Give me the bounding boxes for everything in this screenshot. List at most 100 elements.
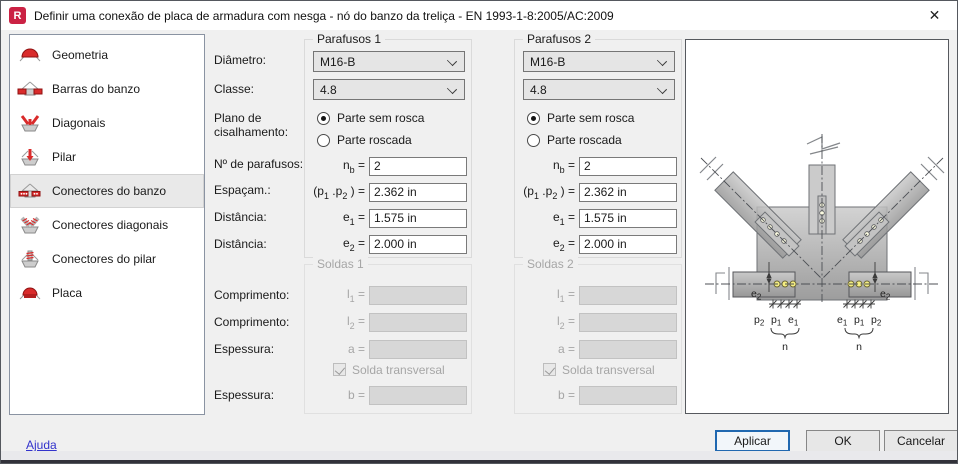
radio-label: Parte roscada: [547, 133, 622, 147]
label-diameter: Diâmetro:: [214, 53, 267, 67]
brace-right: [844, 327, 874, 339]
sidebar-item-label: Conectores do banzo: [52, 184, 167, 198]
sidebar-item-conectores-diagonais[interactable]: Conectores diagonais: [10, 208, 204, 242]
label-distance-e2: Distância:: [214, 237, 267, 251]
chevron-down-icon: [656, 55, 668, 67]
radio-label: Parte sem rosca: [337, 111, 425, 125]
shear-plane-threaded-radio-2[interactable]: Parte roscada: [527, 132, 622, 148]
sidebar-item-label: Placa: [52, 286, 83, 300]
label-thickness-a: Espessura:: [214, 342, 275, 356]
symbol-p1p2: (p1 .p2 ) =: [523, 183, 575, 202]
edge-distance-e2-input-1[interactable]: [369, 234, 467, 254]
diagonal-connectors-icon: [20, 216, 40, 234]
symbol-e2: e2 =: [552, 235, 575, 254]
symbol-b: b =: [557, 388, 575, 402]
bolts-group-2: Parafusos 2 M16-B 4.8 Parte sem rosca Pa…: [514, 32, 682, 258]
welds-group-1-title: Soldas 1: [313, 257, 368, 271]
radio-selected-icon: [317, 111, 330, 125]
dim-label-p2-left: p2: [754, 314, 765, 328]
connection-preview-panel: e2 e2 p2 p1 e1 e1 p1 p2 n n: [685, 39, 949, 414]
symbol-e1: e1 =: [342, 209, 365, 228]
welds-group-2-title: Soldas 2: [523, 257, 578, 271]
help-link[interactable]: Ajuda: [26, 438, 57, 452]
sidebar-item-conectores-do-banzo[interactable]: Conectores do banzo: [10, 174, 204, 208]
bolt-count-input-2[interactable]: [579, 156, 677, 176]
bolts-group-1-title: Parafusos 1: [313, 32, 386, 46]
column-connectors-icon: [21, 250, 39, 268]
app-logo-icon: R: [9, 7, 26, 24]
sidebar-item-barras-do-banzo[interactable]: Barras do banzo: [10, 72, 204, 106]
title-bar: R Definir uma conexão de placa de armadu…: [1, 1, 957, 30]
label-bolt-count: Nº de parafusos:: [214, 157, 304, 171]
close-button[interactable]: ✕: [912, 1, 957, 30]
sidebar-item-label: Geometria: [52, 48, 109, 62]
dim-label-p2-right: p2: [871, 314, 882, 328]
transverse-weld-checkbox-2: Solda transversal: [543, 362, 655, 377]
chevron-down-icon: [446, 83, 458, 95]
symbol-p1p2: (p1 .p2 ) =: [313, 183, 365, 202]
weld-thickness-a-input-1: [369, 339, 467, 359]
spacing-input-1[interactable]: [369, 182, 467, 202]
dimension-lines: [768, 262, 876, 309]
symbol-a: a =: [557, 342, 575, 356]
apply-button[interactable]: Aplicar: [715, 430, 790, 452]
label-class: Classe:: [214, 82, 255, 96]
radio-unselected-icon: [527, 133, 540, 147]
sidebar-item-conectores-do-pilar[interactable]: Conectores do pilar: [10, 242, 204, 276]
weld-length-l2-input-2: [579, 312, 677, 332]
chevron-down-icon: [446, 55, 458, 67]
symbol-l2: l2 =: [556, 313, 575, 332]
weld-length-l1-input-2: [579, 285, 677, 305]
shear-plane-unthreaded-radio-2[interactable]: Parte sem rosca: [527, 110, 634, 126]
radio-label: Parte sem rosca: [547, 111, 635, 125]
checkbox-label: Solda transversal: [352, 362, 445, 377]
edge-distance-e1-input-1[interactable]: [369, 208, 467, 228]
symbol-e2: e2 =: [342, 235, 365, 254]
symbol-a: a =: [347, 342, 365, 356]
edge-distance-e1-input-2[interactable]: [579, 208, 677, 228]
spacing-input-2[interactable]: [579, 182, 677, 202]
break-symbol-chord-right: [919, 272, 929, 294]
symbol-l2: l2 =: [346, 313, 365, 332]
sidebar-item-geometria[interactable]: Geometria: [10, 38, 204, 72]
label-spacing: Espaçam.:: [214, 183, 271, 197]
bolt-count-input-1[interactable]: [369, 156, 467, 176]
bolts-group-2-title: Parafusos 2: [523, 32, 596, 46]
weld-thickness-a-input-2: [579, 339, 677, 359]
symbol-b: b =: [347, 388, 365, 402]
symbol-l1: l1 =: [346, 286, 365, 305]
window-bottom-strip: [1, 451, 957, 460]
label-length-l2: Comprimento:: [214, 315, 290, 329]
dim-label-e2-left: e2: [751, 288, 762, 302]
brace-left: [770, 327, 800, 339]
sidebar-item-label: Barras do banzo: [52, 82, 141, 96]
checkbox-checked-icon: [543, 363, 556, 376]
diameter-select-2[interactable]: M16-B: [523, 51, 675, 72]
sidebar-nav: Geometria Barras do banzo Diagonais: [9, 34, 205, 415]
shear-plane-threaded-radio-1[interactable]: Parte roscada: [317, 132, 412, 148]
symbol-l1: l1 =: [556, 286, 575, 305]
sidebar-item-pilar[interactable]: Pilar: [10, 140, 204, 174]
diameter-select-1[interactable]: M16-B: [313, 51, 465, 72]
connection-diagram: e2 e2 p2 p1 e1 e1 p1 p2 n n: [699, 134, 945, 353]
chord-bars-icon: [17, 81, 43, 96]
cancel-button[interactable]: Cancelar: [884, 430, 957, 452]
shear-plane-unthreaded-radio-1[interactable]: Parte sem rosca: [317, 110, 424, 126]
radio-label: Parte roscada: [337, 133, 412, 147]
weld-length-l2-input-1: [369, 312, 467, 332]
label-length-l1: Comprimento:: [214, 288, 290, 302]
geometry-icon: [19, 48, 41, 62]
close-icon: ✕: [928, 7, 941, 23]
ok-button[interactable]: OK: [806, 430, 880, 452]
dim-label-n-left: n: [782, 341, 788, 353]
label-shear-plane-line1: Plano de: [214, 111, 262, 125]
break-symbol-chord-left: [715, 272, 725, 294]
sidebar-item-diagonais[interactable]: Diagonais: [10, 106, 204, 140]
welds-group-2: Soldas 2 l1 = l2 = a = Solda transversal…: [514, 257, 682, 414]
class-select-2[interactable]: 4.8: [523, 79, 675, 100]
diameter-select-1-value: M16-B: [320, 54, 356, 69]
edge-distance-e2-input-2[interactable]: [579, 234, 677, 254]
class-select-1[interactable]: 4.8: [313, 79, 465, 100]
sidebar-item-placa[interactable]: Placa: [10, 276, 204, 310]
